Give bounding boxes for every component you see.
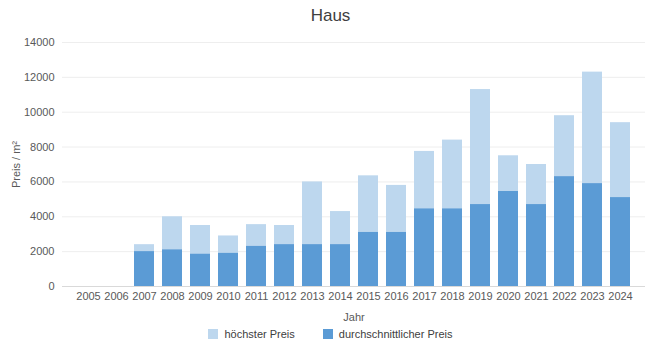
svg-text:2012: 2012 (272, 290, 296, 302)
svg-text:2016: 2016 (384, 290, 408, 302)
svg-text:0: 0 (48, 280, 54, 292)
svg-text:2007: 2007 (132, 290, 156, 302)
html-text:höchster Preis: höchster Preis (224, 328, 295, 340)
svg-text:6000: 6000 (30, 175, 54, 187)
svg-text:2023: 2023 (580, 290, 604, 302)
svg-text:Preis / m²: Preis / m² (10, 141, 22, 188)
svg-text:2006: 2006 (104, 290, 128, 302)
svg-text:2019: 2019 (468, 290, 492, 302)
svg-text:2008: 2008 (160, 290, 184, 302)
svg-text:Jahr: Jahr (343, 311, 365, 323)
svg-text:14000: 14000 (24, 36, 55, 48)
svg-text:10000: 10000 (24, 106, 55, 118)
svg-text:2010: 2010 (216, 290, 240, 302)
svg-text:2022: 2022 (552, 290, 576, 302)
svg-text:2021: 2021 (524, 290, 548, 302)
svg-text:2011: 2011 (245, 290, 269, 302)
svg-text:8000: 8000 (30, 141, 54, 153)
svg-text:4000: 4000 (30, 210, 54, 222)
svg-text:2000: 2000 (30, 245, 54, 257)
svg-text:2015: 2015 (356, 290, 380, 302)
svg-text:2014: 2014 (328, 290, 352, 302)
html-text:Haus: Haus (310, 6, 351, 25)
svg-text:2020: 2020 (496, 290, 520, 302)
svg-text:12000: 12000 (24, 71, 55, 83)
svg-text:2018: 2018 (440, 290, 464, 302)
svg-text:2005: 2005 (76, 290, 100, 302)
svg-text:2009: 2009 (188, 290, 212, 302)
svg-text:2017: 2017 (412, 290, 436, 302)
svg-text:2024: 2024 (608, 290, 632, 302)
html-text:durchschnittlicher Preis: durchschnittlicher Preis (338, 328, 453, 340)
svg-text:2013: 2013 (300, 290, 324, 302)
